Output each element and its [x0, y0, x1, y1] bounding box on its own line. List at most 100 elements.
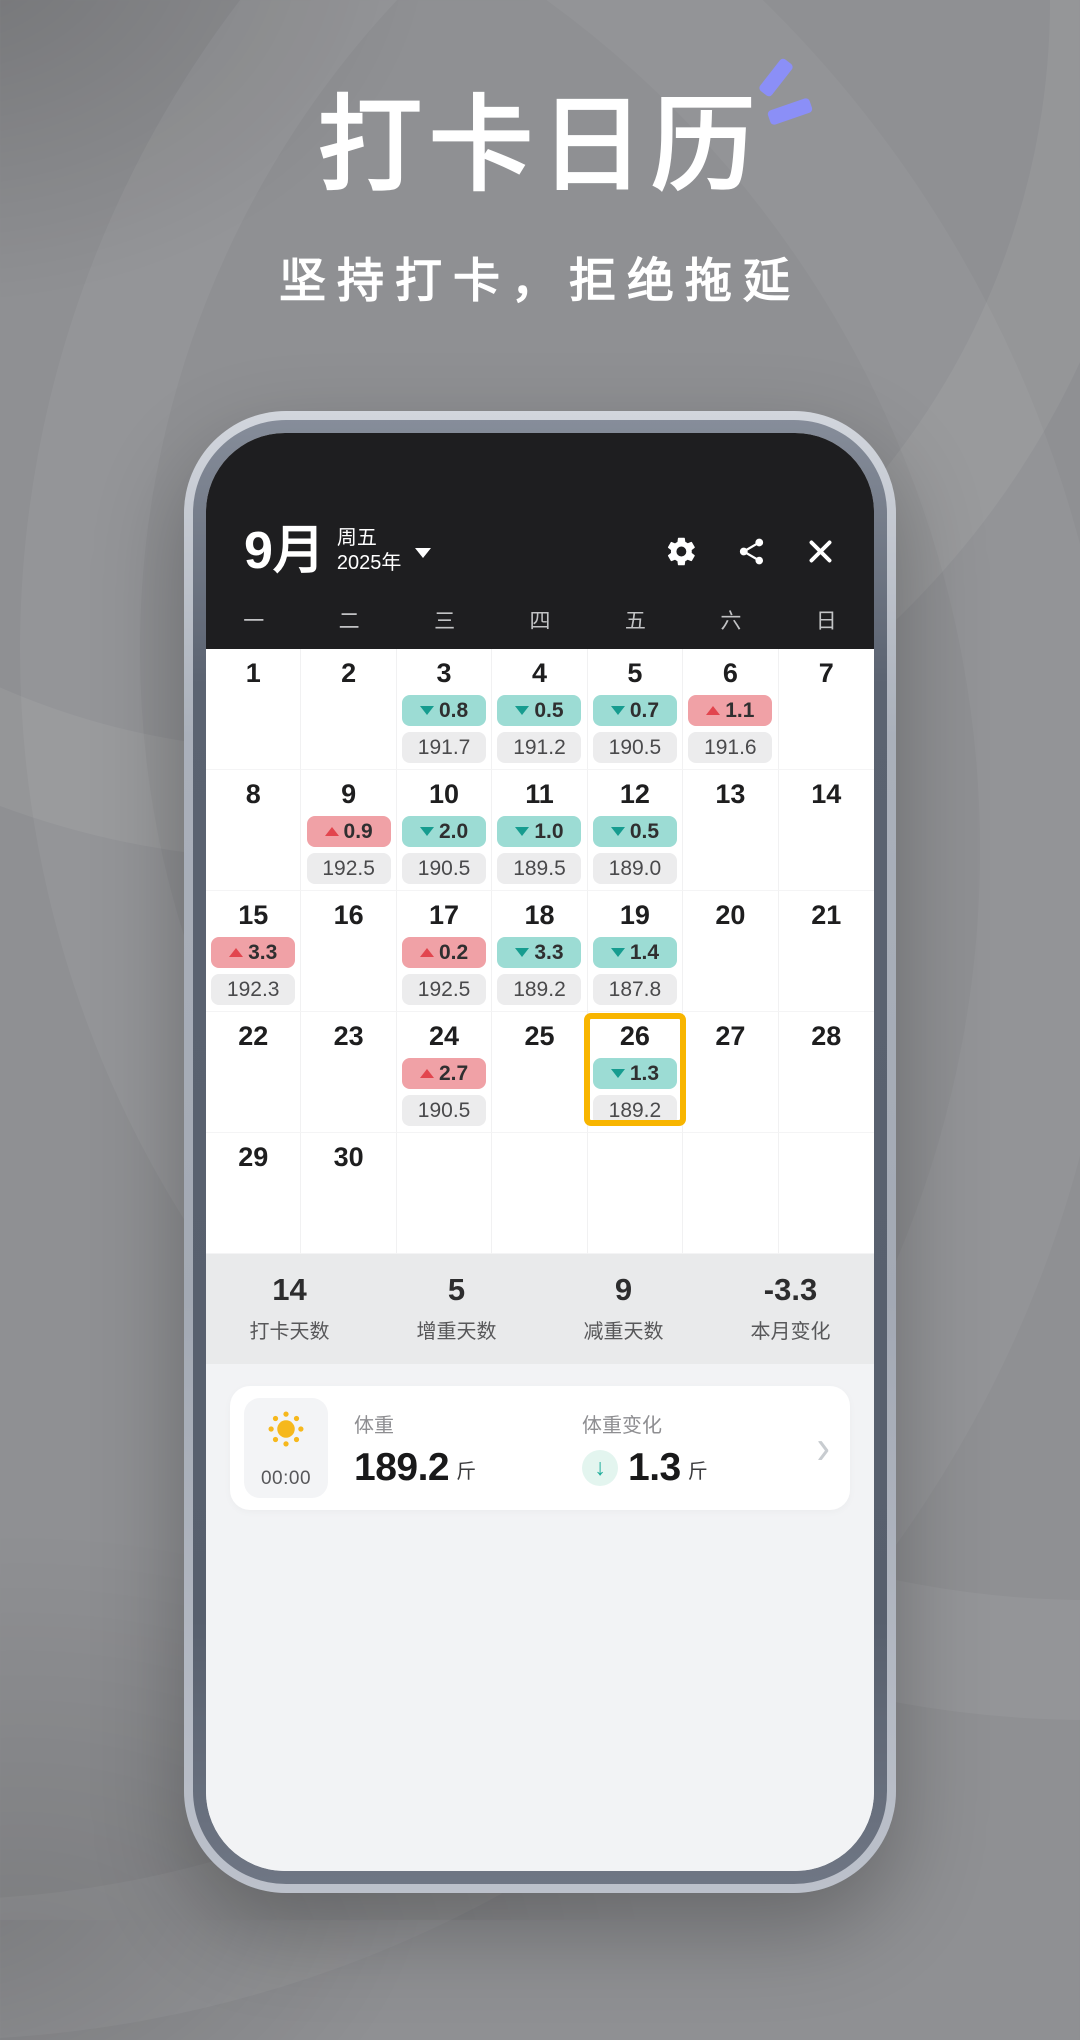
weight-change-badge: 0.7	[592, 695, 677, 727]
weight-label: 体重	[354, 1415, 394, 1438]
weight-value-badge: 189.5	[497, 853, 582, 885]
calendar-day-12[interactable]: 12 0.5 189.0	[587, 770, 684, 892]
calendar-day-29[interactable]: 29	[206, 1133, 302, 1255]
page-title: 打卡日历	[317, 88, 762, 204]
stat-gain-days: 5 增重天数	[373, 1274, 540, 1344]
stat-value: 14	[272, 1272, 307, 1308]
calendar-day-21[interactable]: 21	[778, 891, 874, 1013]
app-screen: 9月 周五 2025年	[206, 433, 874, 1872]
day-number: 28	[811, 1021, 842, 1052]
calendar-day-17[interactable]: 17 0.2 192.5	[396, 891, 493, 1013]
stat-value: 9	[614, 1272, 633, 1308]
calendar-day-3[interactable]: 3 0.8 191.7	[396, 649, 493, 771]
weight-change-badge: 0.5	[497, 695, 582, 727]
hero-section: 打卡日历 坚持打卡，拒绝拖延	[0, 0, 1080, 311]
stat-loss-days: 9 减重天数	[540, 1274, 707, 1344]
triangle-down-icon	[610, 827, 625, 837]
triangle-up-icon	[419, 948, 434, 958]
calendar-day-empty	[587, 1133, 684, 1255]
calendar-day-empty	[778, 1133, 874, 1255]
day-number: 7	[818, 658, 834, 689]
calendar-day-11[interactable]: 11 1.0 189.5	[492, 770, 588, 892]
weight-value-badge: 190.5	[402, 1095, 487, 1127]
calendar-day-empty	[683, 1133, 779, 1255]
calendar-day-7[interactable]: 7	[778, 649, 874, 771]
calendar-day-23[interactable]: 23	[301, 1012, 397, 1134]
stat-label: 增重天数	[416, 1321, 497, 1344]
weight-summary-card[interactable]: 00:00 体重 189.2 斤 体重变化 ↓ 1.3	[230, 1386, 850, 1511]
day-number: 14	[811, 779, 842, 810]
weight-value-badge: 192.3	[211, 974, 296, 1006]
day-number: 2	[341, 658, 357, 689]
calendar-day-25[interactable]: 25	[492, 1012, 588, 1134]
weekday-sat: 六	[720, 610, 742, 634]
calendar-day-16[interactable]: 16	[301, 891, 397, 1013]
weight-change-badge: 2.0	[402, 816, 487, 848]
calendar-day-1[interactable]: 1	[206, 649, 302, 771]
calendar-day-24[interactable]: 24 2.7 190.5	[396, 1012, 493, 1134]
close-icon[interactable]	[805, 536, 836, 567]
calendar-day-20[interactable]: 20	[683, 891, 779, 1013]
stat-label: 本月变化	[750, 1321, 831, 1344]
phone-mockup: 9月 周五 2025年	[184, 411, 896, 1894]
triangle-down-icon	[610, 948, 625, 958]
calendar-day-28[interactable]: 28	[778, 1012, 874, 1134]
calendar-day-5[interactable]: 5 0.7 190.5	[587, 649, 684, 771]
weight-change-badge: 2.7	[402, 1058, 487, 1090]
stat-label: 减重天数	[583, 1321, 664, 1344]
day-number: 24	[429, 1021, 460, 1052]
calendar-day-18[interactable]: 18 3.3 189.2	[492, 891, 588, 1013]
calendar-day-15[interactable]: 15 3.3 192.3	[206, 891, 302, 1013]
stat-month-change: -3.3 本月变化	[707, 1274, 874, 1344]
calendar-day-10[interactable]: 10 2.0 190.5	[396, 770, 493, 892]
weight-unit: 斤	[456, 1461, 477, 1484]
weight-column: 体重 189.2 斤	[354, 1409, 582, 1487]
weight-value-badge: 192.5	[402, 974, 487, 1006]
triangle-down-icon	[419, 706, 434, 716]
triangle-down-icon	[515, 827, 530, 837]
weight-value-badge: 190.5	[402, 853, 487, 885]
weekday-sun: 日	[815, 610, 837, 634]
calendar-day-13[interactable]: 13	[683, 770, 779, 892]
calendar-day-8[interactable]: 8	[206, 770, 302, 892]
phone-bezel: 9月 周五 2025年	[193, 420, 887, 1885]
calendar-day-2[interactable]: 2	[301, 649, 397, 771]
weight-value-badge: 191.2	[497, 732, 582, 764]
weekday-tue: 二	[338, 610, 360, 634]
settings-icon[interactable]	[665, 535, 698, 568]
triangle-down-icon	[610, 1069, 625, 1079]
share-icon[interactable]	[736, 536, 767, 567]
sparkle-decoration-icon	[754, 57, 814, 126]
calendar-day-14[interactable]: 14	[778, 770, 874, 892]
calendar-day-19[interactable]: 19 1.4 187.8	[587, 891, 684, 1013]
weight-change-badge: 1.0	[497, 816, 582, 848]
day-number: 6	[722, 658, 738, 689]
calendar-day-30[interactable]: 30	[301, 1133, 397, 1255]
calendar-day-22[interactable]: 22	[206, 1012, 302, 1134]
day-number: 19	[619, 900, 650, 931]
calendar-day-9[interactable]: 9 0.9 192.5	[301, 770, 397, 892]
day-number: 16	[333, 900, 364, 931]
calendar-day-empty	[396, 1133, 493, 1255]
weight-change-badge: 1.4	[592, 937, 677, 969]
header-actions	[665, 535, 836, 568]
calendar-day-27[interactable]: 27	[683, 1012, 779, 1134]
weight-value-badge: 189.2	[592, 1095, 677, 1127]
month-selector[interactable]: 9月 周五 2025年	[244, 525, 432, 577]
chevron-down-icon	[415, 548, 432, 559]
weekday-wed: 三	[434, 610, 456, 634]
triangle-up-icon	[229, 948, 244, 958]
weight-value-badge: 190.5	[592, 732, 677, 764]
day-number: 25	[524, 1021, 555, 1052]
calendar-day-empty	[492, 1133, 588, 1255]
weight-change-badge: 3.3	[497, 937, 582, 969]
stat-value: 5	[447, 1272, 466, 1308]
calendar-day-6[interactable]: 6 1.1 191.6	[683, 649, 779, 771]
weight-change-badge: 0.8	[402, 695, 487, 727]
day-number: 23	[333, 1021, 364, 1052]
calendar-day-26[interactable]: 26 1.3 189.2	[583, 1012, 687, 1134]
calendar-day-4[interactable]: 4 0.5 191.2	[492, 649, 588, 771]
change-label: 体重变化	[582, 1415, 662, 1438]
weekday-fri: 五	[624, 610, 646, 634]
day-number: 15	[238, 900, 269, 931]
